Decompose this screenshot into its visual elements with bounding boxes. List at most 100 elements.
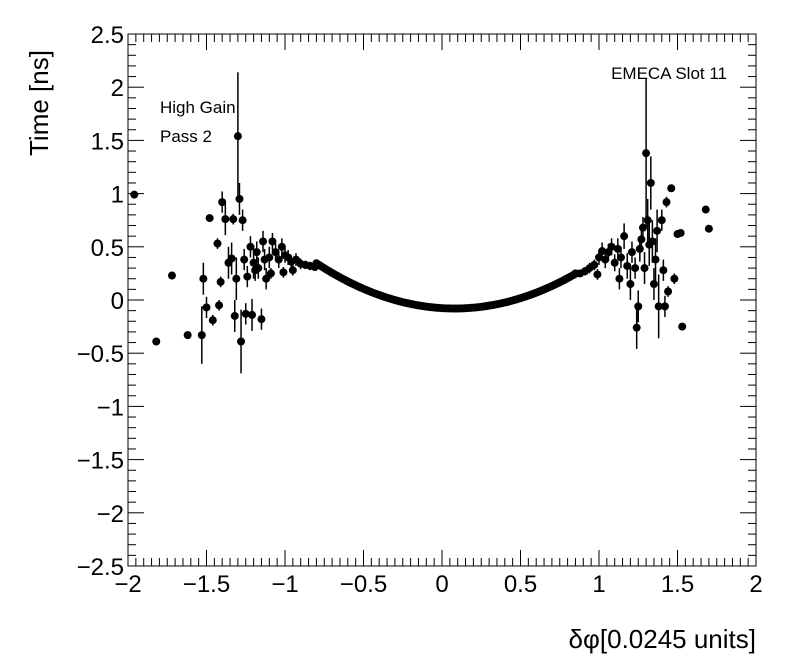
y-tick-label: −2.5 [77,554,124,581]
marker [274,255,283,264]
data-point [266,268,275,279]
marker [616,253,625,262]
marker [601,255,610,264]
data-point [277,238,286,256]
data-point [626,268,635,300]
data-point [607,238,616,256]
axis-tick-labels: −2 −1.5 −1 −0.5 0 0.5 1 1.5 2−2.5−2−1.5−1−0.500.… [77,22,763,598]
marker [648,237,657,246]
marker [662,198,671,207]
marker [257,315,266,324]
marker [670,274,679,283]
data-point [620,223,629,249]
marker [593,270,602,279]
data-point [237,309,246,374]
y-tick-label: 1 [111,182,124,209]
data-point [243,265,252,288]
marker [252,248,261,257]
data-point [660,295,669,318]
marker [659,266,668,275]
data-point [649,268,658,300]
marker [238,216,247,225]
marker [615,274,624,283]
data-point [229,213,238,225]
data-point [640,252,649,285]
marker [643,216,652,225]
data-point [232,257,241,300]
y-tick-label: −1.5 [77,448,124,475]
x-tick-label: −2 [114,571,141,598]
marker [152,337,161,346]
y-axis-title: Time [ns] [24,50,54,156]
marker [221,215,230,224]
marker [654,302,663,311]
x-tick-label: 1 [592,571,605,598]
data-point [627,241,636,263]
marker [265,253,274,262]
marker [205,214,214,223]
data-point [590,259,599,271]
marker [657,216,666,225]
marker [266,269,275,278]
data-point [651,238,660,281]
marker [667,184,676,193]
data-point [221,203,230,236]
data-point [152,337,161,346]
data-point [218,191,227,213]
marker [233,132,242,141]
x-tick-label: 2 [749,571,762,598]
x-tick-label: −1 [271,571,298,598]
marker [197,331,206,340]
x-tick-label: −0.5 [340,571,387,598]
y-tick-label: 1.5 [91,128,124,155]
data-point [667,184,676,193]
data-point [631,257,640,279]
marker [235,194,244,203]
marker [635,244,644,253]
data-point [616,246,625,269]
data-point [670,273,679,285]
data-point [199,262,208,295]
data-point [654,274,663,339]
marker [637,235,646,244]
marker [202,303,211,312]
y-tick-label: 0.5 [91,235,124,262]
marker [590,260,599,269]
x-tick-label: 1.5 [661,571,694,598]
marker [229,215,238,224]
data-point [648,220,657,263]
data-point [657,209,666,231]
data-point [238,209,247,231]
data-point [240,248,249,271]
marker [262,274,271,283]
annotation-pass: Pass 2 [160,127,212,146]
data-point [227,242,236,275]
data-point [213,238,222,249]
marker [259,237,268,246]
marker [279,268,288,277]
marker [623,261,632,270]
marker [208,316,217,325]
data-point [215,300,224,311]
marker [664,287,673,296]
data-point [233,72,242,200]
data-point [248,298,257,331]
marker [130,190,139,199]
marker [649,280,658,289]
x-tick-label: −1.5 [183,571,230,598]
data-point [623,253,632,279]
marker [631,264,640,273]
y-tick-label: −1 [97,394,124,421]
data-point [265,246,274,269]
marker [199,274,208,283]
data-point [183,331,192,340]
data-point [632,306,641,349]
data-point [241,303,250,325]
marker [701,205,710,214]
y-tick-label: 2.5 [91,22,124,49]
x-tick-label: 0 [435,571,448,598]
marker [232,274,241,283]
marker [227,254,236,263]
x-axis-title: δφ[0.0245 units] [569,624,756,654]
data-point [638,217,647,239]
